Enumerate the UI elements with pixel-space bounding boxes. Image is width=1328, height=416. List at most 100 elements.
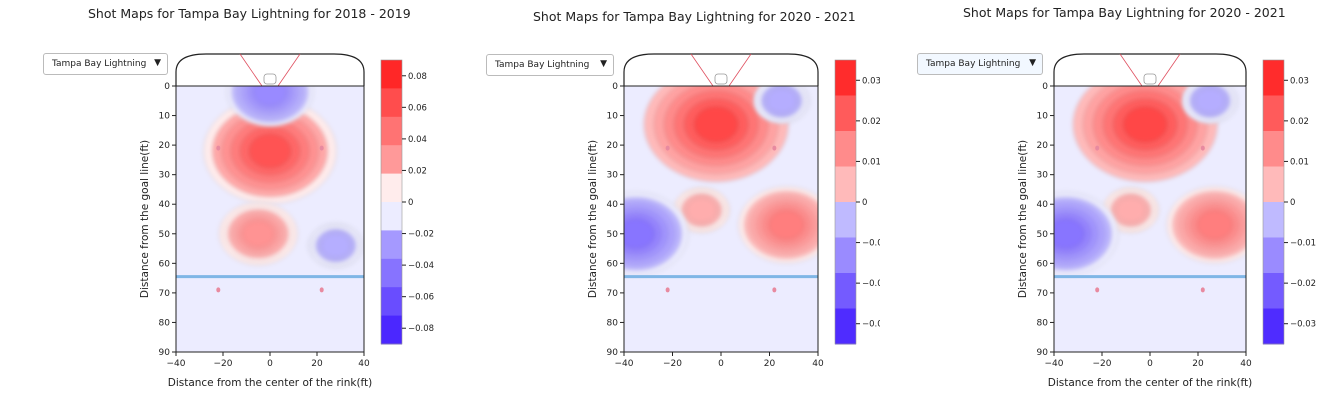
y-axis-label: Distance from the goal line(ft) [1017, 140, 1029, 298]
contour-region [252, 86, 288, 107]
y-tick-label: 80 [159, 318, 171, 328]
faceoff-dot [1200, 145, 1205, 151]
goal-net [714, 73, 728, 85]
y-tick-label: 40 [1037, 200, 1049, 210]
colorbar-segment [381, 88, 402, 118]
x-tick-label: 40 [358, 359, 370, 369]
crease-line [728, 53, 752, 87]
colorbar-tick-label: −0.03 [1290, 320, 1316, 330]
colorbar-segment [1263, 60, 1284, 96]
x-tick-label: 20 [764, 359, 776, 369]
crease-line [1157, 53, 1181, 87]
colorbar-tick-label: 0 [862, 198, 867, 208]
colorbar-tick-label: 0.03 [862, 76, 880, 86]
team-select-dropdown[interactable]: Tampa Bay Lightning ▼ [917, 53, 1043, 75]
colorbar-segment [835, 308, 856, 345]
y-tick-label: 70 [607, 289, 619, 299]
chart-title: Shot Maps for Tampa Bay Lightning for 20… [533, 9, 856, 24]
y-tick-label: 80 [607, 318, 619, 328]
rink-boards [175, 53, 365, 86]
x-tick-label: −20 [214, 359, 233, 369]
goal-net [1143, 73, 1157, 85]
y-tick-label: 90 [1037, 348, 1049, 358]
x-axis-label: Distance from the center of the rink(ft) [1048, 377, 1253, 389]
colorbar-tick-label: 0.02 [1290, 117, 1309, 127]
x-tick-label: −20 [1093, 359, 1112, 369]
colorbar-segment [381, 145, 402, 175]
contour-region [248, 133, 292, 169]
x-tick-label: −40 [167, 359, 186, 369]
chevron-down-icon: ▼ [600, 59, 607, 69]
shot-map-chart: −40 −20 0 20 40 0 10 20 30 40 50 60 70 80 90 Distance f… [587, 53, 880, 369]
contour-region [1054, 218, 1085, 250]
y-tick-label: 0 [164, 82, 170, 92]
y-tick-label: 10 [159, 112, 171, 122]
crease-line [690, 53, 714, 87]
y-tick-label: 40 [607, 200, 619, 210]
faceoff-dot [665, 145, 670, 151]
x-tick-label: −40 [1045, 359, 1064, 369]
y-axis-label: Distance from the goal line(ft) [587, 140, 599, 298]
contour-region [1123, 106, 1168, 143]
crease-line [239, 53, 263, 87]
contour-layer [624, 86, 818, 276]
x-tick-label: 0 [718, 359, 724, 369]
contour-region [766, 88, 797, 114]
y-tick-label: 20 [1037, 141, 1049, 151]
x-tick-label: 20 [1192, 359, 1204, 369]
colorbar-tick-label: 0.01 [862, 157, 880, 167]
y-tick-label: 20 [159, 141, 171, 151]
colorbar-tick-label: 0 [408, 198, 413, 208]
colorbar-tick-label: −0.02 [1290, 279, 1316, 289]
x-axis-label: Distance from the center of the rink(ft) [168, 377, 373, 389]
faceoff-dot [319, 145, 324, 151]
colorbar-tick-label: −0.08 [408, 324, 434, 334]
colorbar-segment [1263, 95, 1284, 132]
chevron-down-icon: ▼ [1029, 58, 1036, 68]
shot-map-chart: −40 −20 0 20 40 0 10 20 30 40 50 60 70 80 90 Distance f… [1017, 53, 1316, 389]
faceoff-dot [1095, 145, 1100, 151]
faceoff-dot [216, 145, 221, 151]
contour-region [241, 220, 275, 248]
contour-region [1195, 88, 1225, 114]
y-tick-label: 10 [607, 112, 619, 122]
team-select-dropdown[interactable]: Tampa Bay Lightning ▼ [43, 53, 168, 75]
colorbar-segment [1263, 131, 1284, 167]
x-tick-label: −40 [615, 359, 634, 369]
colorbar-tick-label: −0.01 [1290, 239, 1316, 249]
colorbar-segment [381, 173, 402, 203]
colorbar-tick-label: 0.03 [1290, 76, 1309, 86]
colorbar-segment [381, 60, 402, 89]
y-tick-label: 30 [1037, 171, 1049, 181]
colorbar-segment [835, 60, 856, 96]
colorbar-tick-label: −0.02 [862, 279, 880, 289]
contour-region [768, 209, 805, 240]
y-tick-label: 70 [1037, 289, 1049, 299]
shot-map-panel-3: Shot Maps for Tampa Bay Lightning for 20… [880, 0, 1328, 416]
y-tick-label: 0 [1042, 82, 1048, 92]
team-select-value: Tampa Bay Lightning [495, 60, 590, 70]
colorbar-tick-label: 0.08 [408, 72, 427, 82]
colorbar-segment [1263, 237, 1284, 274]
colorbar-segment [1263, 308, 1284, 345]
colorbar-tick-label: 0 [1290, 198, 1295, 208]
faceoff-dot [216, 287, 221, 293]
y-tick-label: 90 [607, 348, 619, 358]
y-tick-label: 90 [159, 348, 171, 358]
colorbar-tick-label: 0.04 [408, 135, 427, 145]
colorbar-tick-label: 0.02 [408, 166, 427, 176]
x-tick-label: 0 [1147, 359, 1153, 369]
team-select-dropdown[interactable]: Tampa Bay Lightning ▼ [486, 54, 614, 76]
y-tick-label: 30 [159, 171, 171, 181]
colorbar-segment [381, 202, 402, 231]
y-tick-label: 50 [1037, 230, 1049, 240]
colorbar-tick-label: 0.02 [862, 117, 880, 127]
colorbar-segment [381, 315, 402, 345]
y-tick-label: 40 [159, 200, 171, 210]
colorbar-segment [381, 116, 402, 146]
faceoff-dot [319, 287, 324, 293]
team-select-value: Tampa Bay Lightning [52, 59, 147, 69]
chart-title: Shot Maps for Tampa Bay Lightning for 20… [88, 6, 411, 21]
contour-region [1115, 197, 1146, 223]
shot-map-panel-1: Shot Maps for Tampa Bay Lightning for 20… [0, 0, 440, 416]
